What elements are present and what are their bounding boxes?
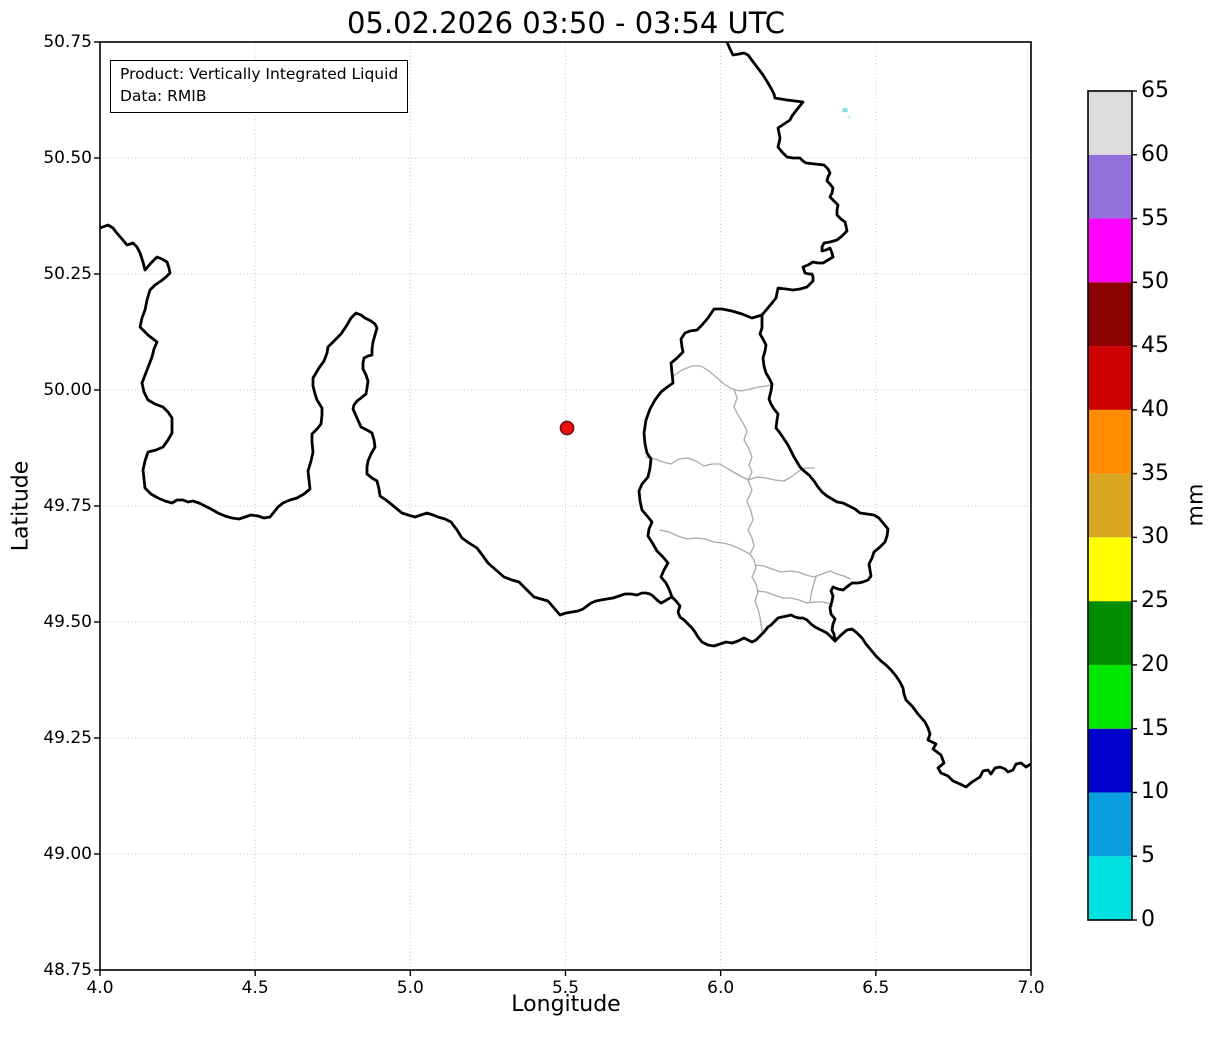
colorbar-segment — [1088, 282, 1132, 347]
colorbar-segment — [1088, 728, 1132, 793]
colorbar-segment — [1088, 537, 1132, 602]
radar-echo — [847, 115, 851, 119]
colorbar-segment — [1088, 664, 1132, 729]
colorbar — [1087, 90, 1137, 921]
country-border-france-belgium — [100, 223, 674, 617]
district-borders — [645, 365, 851, 632]
district-border — [645, 456, 815, 482]
colorbar-frame — [1087, 90, 1133, 921]
colorbar-segment — [1088, 346, 1132, 410]
district-border — [671, 365, 772, 392]
district-border — [746, 479, 763, 632]
gridlines — [100, 42, 1031, 970]
map-layer — [100, 42, 1031, 789]
district-border — [809, 576, 817, 603]
country-border-france-germany — [833, 627, 1031, 789]
district-border — [756, 590, 834, 607]
colorbar-segment — [1088, 154, 1132, 219]
storm-marker — [559, 420, 575, 436]
colorbar-segment — [1088, 218, 1132, 283]
colorbar-segment — [1088, 473, 1132, 538]
district-border — [733, 388, 753, 481]
colorbar-segment — [1088, 856, 1132, 920]
district-border — [754, 564, 851, 580]
colorbar-segment — [1088, 91, 1132, 155]
radar-echo — [842, 108, 848, 113]
country-border-belgium-germany — [725, 42, 849, 317]
country-border-luxembourg — [637, 307, 890, 648]
colorbar-segment — [1088, 792, 1132, 857]
district-border — [659, 529, 751, 555]
colorbar-segment — [1088, 601, 1132, 665]
country-borders — [100, 42, 1031, 789]
colorbar-segment — [1088, 409, 1132, 474]
axis-ticks — [94, 41, 1032, 976]
